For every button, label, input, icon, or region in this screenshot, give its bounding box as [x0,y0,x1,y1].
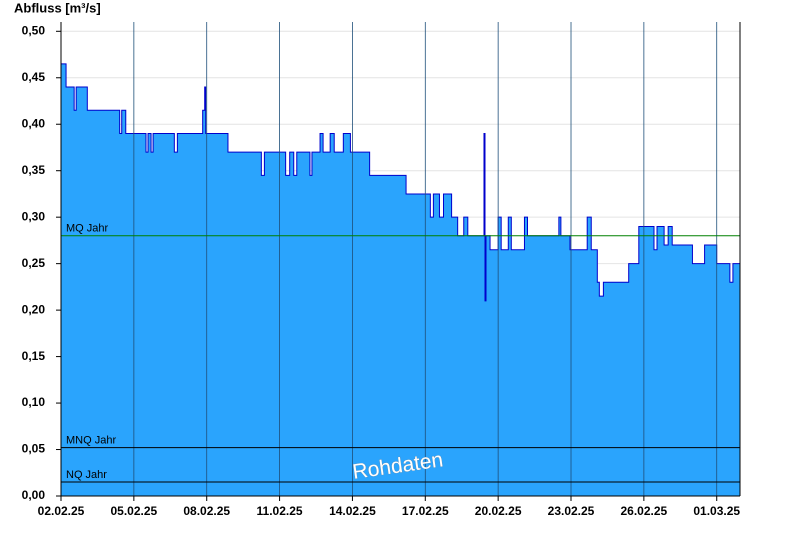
y-axis-label: Abfluss [m³/s] [14,0,101,15]
x-tick-label: 01.03.25 [693,504,740,518]
reference-label: MQ Jahr [66,223,109,235]
x-tick-label: 23.02.25 [548,504,595,518]
y-tick-label: 0,50 [22,23,46,37]
reference-label: MNQ Jahr [66,435,116,447]
y-tick-label: 0,05 [22,442,46,456]
x-tick-label: 02.02.25 [38,504,85,518]
y-tick-label: 0,30 [22,209,46,223]
x-tick-label: 20.02.25 [475,504,522,518]
y-tick-label: 0,35 [22,163,46,177]
x-tick-label: 17.02.25 [402,504,449,518]
y-tick-label: 0,40 [22,116,46,130]
reference-label: NQ Jahr [66,469,107,481]
y-tick-label: 0,15 [22,349,46,363]
y-tick-label: 0,00 [22,488,46,502]
x-tick-label: 14.02.25 [329,504,376,518]
y-tick-label: 0,45 [22,70,46,84]
x-tick-label: 08.02.25 [183,504,230,518]
x-tick-label: 11.02.25 [257,504,303,518]
x-tick-label: 05.02.25 [110,504,157,518]
line [61,63,740,302]
y-tick-label: 0,10 [22,395,46,409]
y-tick-label: 0,20 [22,302,46,316]
x-tick-label: 26.02.25 [621,504,668,518]
area [61,63,740,497]
y-tick-label: 0,25 [22,256,46,270]
